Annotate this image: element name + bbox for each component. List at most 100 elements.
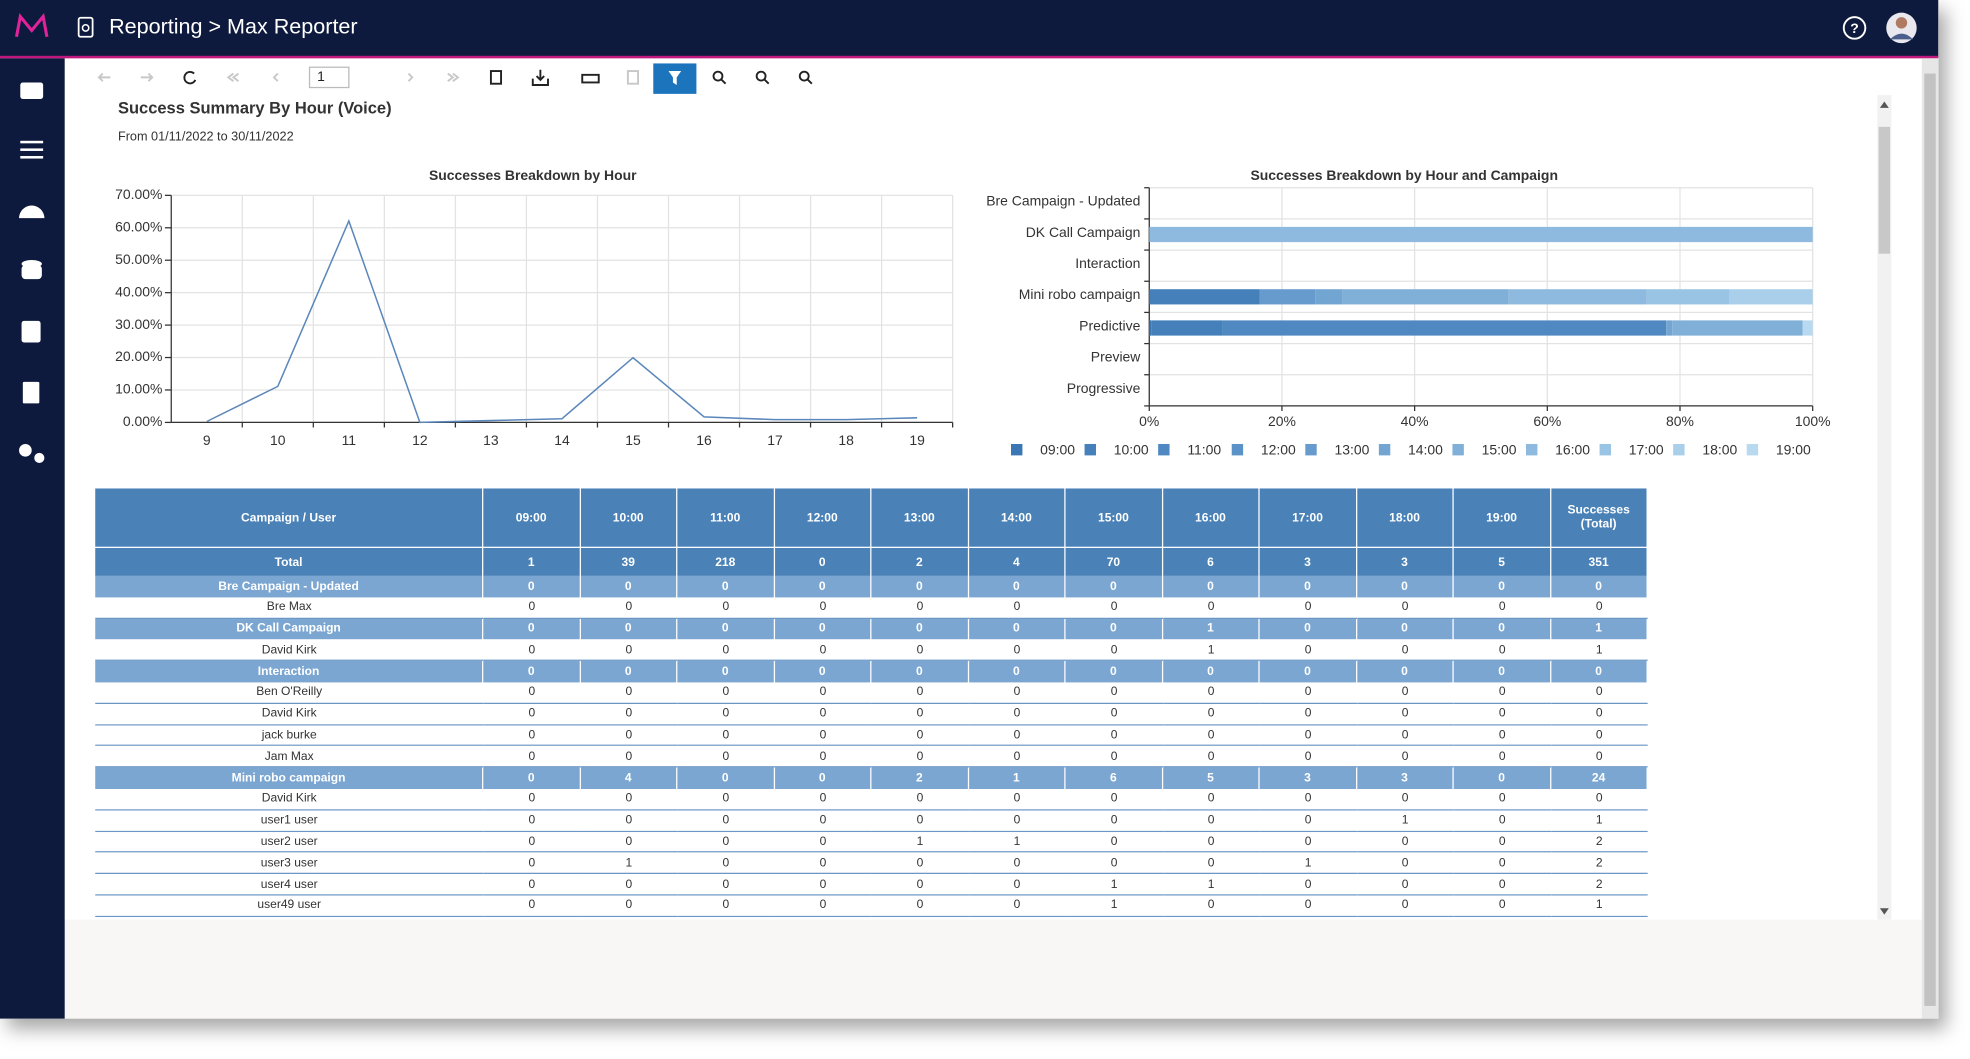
help-button[interactable] bbox=[1842, 16, 1867, 40]
cell-value: 0 bbox=[1065, 725, 1163, 747]
cell-value: 0 bbox=[1453, 852, 1551, 875]
scroll-up[interactable] bbox=[1879, 101, 1889, 108]
nav-reporting[interactable] bbox=[22, 381, 40, 404]
cell-value: 0 bbox=[483, 852, 581, 875]
report-scrollbar[interactable] bbox=[1877, 95, 1892, 920]
x-tick-label: 10 bbox=[270, 432, 286, 448]
btn-zoom-in[interactable] bbox=[712, 70, 724, 82]
btn-first[interactable] bbox=[226, 72, 240, 82]
nav-campaigns[interactable] bbox=[20, 82, 44, 99]
cell-value: 0 bbox=[483, 597, 581, 619]
cell-value: 0 bbox=[774, 725, 872, 747]
row-label: user3 user bbox=[95, 852, 484, 875]
btn-doc-disabled[interactable] bbox=[626, 70, 640, 85]
btn-print[interactable] bbox=[581, 73, 600, 84]
nav-admin-2 bbox=[34, 452, 45, 464]
cell-value: 4 bbox=[968, 547, 1065, 576]
y-tick-label: Progressive bbox=[1067, 380, 1141, 396]
cell-value: 0 bbox=[871, 789, 969, 811]
legend-label: 15:00 bbox=[1482, 442, 1517, 458]
row-label: Total bbox=[95, 547, 483, 576]
cell-value: 3 bbox=[1356, 767, 1453, 789]
legend-swatch bbox=[1526, 443, 1538, 456]
cell-value: 0 bbox=[1162, 661, 1259, 683]
cell-value: 70 bbox=[1065, 547, 1162, 576]
legend-swatch bbox=[1010, 443, 1023, 456]
x-tick-label: 17 bbox=[767, 432, 783, 448]
btn-forward[interactable] bbox=[140, 72, 154, 82]
window-scroll-thumb[interactable] bbox=[1924, 73, 1936, 1006]
cell-value: 0 bbox=[1259, 682, 1357, 704]
btn-back[interactable] bbox=[97, 72, 111, 82]
column-header: 17:00 bbox=[1259, 488, 1356, 547]
cell-value: 24 bbox=[1550, 767, 1647, 789]
cell-value: 0 bbox=[1259, 725, 1357, 747]
column-header: 09:00 bbox=[483, 488, 580, 547]
data-table: Campaign / User 09:00 10:00 11:00 12:00 13:00… bbox=[95, 488, 1648, 917]
x-tick-label: 13 bbox=[483, 432, 499, 448]
header-bar bbox=[0, 0, 1939, 58]
btn-last[interactable] bbox=[447, 72, 460, 82]
nav-dashboard[interactable] bbox=[19, 205, 45, 219]
btn-prev[interactable] bbox=[272, 72, 279, 82]
btn-export[interactable] bbox=[531, 69, 549, 86]
header-accent bbox=[0, 55, 1939, 59]
cell-value: 0 bbox=[677, 597, 775, 619]
cell-value: 0 bbox=[774, 810, 872, 832]
btn-page[interactable] bbox=[489, 70, 503, 85]
logo[interactable] bbox=[14, 12, 49, 38]
column-header: 13:00 bbox=[871, 488, 968, 547]
cell-value: 0 bbox=[774, 682, 872, 704]
cell-value: 0 bbox=[1453, 874, 1551, 896]
cell-value: 0 bbox=[483, 789, 581, 811]
cell-value: 0 bbox=[677, 874, 775, 896]
row-label: user49 user bbox=[95, 895, 484, 917]
chart-title: Successes Breakdown by Hour and Campaign bbox=[1250, 167, 1558, 183]
cell-value: 1 bbox=[1162, 639, 1260, 662]
cell-value: 3 bbox=[1356, 547, 1453, 576]
cell-value: 2 bbox=[871, 767, 968, 789]
x-tick-label: 15 bbox=[625, 432, 641, 448]
legend-label: 13:00 bbox=[1334, 442, 1369, 458]
cell-value: 0 bbox=[1550, 746, 1648, 768]
btn-refresh[interactable] bbox=[183, 71, 197, 85]
toolbar-disabled bbox=[97, 70, 640, 85]
legend-swatch bbox=[1746, 443, 1759, 456]
row-label: Jam Max bbox=[95, 746, 484, 768]
cell-value: 0 bbox=[774, 874, 872, 896]
cell-value: 0 bbox=[774, 703, 872, 726]
cell-value: 0 bbox=[1550, 575, 1647, 598]
cell-value: 0 bbox=[1453, 895, 1551, 917]
cell-value: 1 bbox=[1162, 874, 1260, 896]
bar-segment bbox=[1222, 320, 1667, 336]
cell-value: 0 bbox=[1356, 661, 1453, 683]
cell-value: 1 bbox=[1259, 852, 1357, 875]
nav-settings[interactable] bbox=[20, 140, 44, 144]
cell-value: 0 bbox=[483, 618, 580, 640]
cell-value: 0 bbox=[871, 639, 969, 662]
cell-value: 0 bbox=[1453, 703, 1551, 726]
btn-search[interactable] bbox=[798, 70, 810, 82]
nav-admin[interactable] bbox=[19, 443, 32, 457]
y-tick-label: 30.00% bbox=[115, 316, 162, 332]
cell-value: 0 bbox=[677, 767, 774, 789]
nav-search[interactable] bbox=[21, 320, 41, 343]
cell-value: 0 bbox=[968, 639, 1066, 662]
column-header: 19:00 bbox=[1453, 488, 1550, 547]
cell-value: 0 bbox=[580, 810, 678, 832]
scroll-down[interactable] bbox=[1879, 908, 1889, 915]
cell-value: 0 bbox=[580, 831, 678, 853]
cell-value: 0 bbox=[774, 547, 871, 576]
cell-value: 0 bbox=[1356, 831, 1454, 853]
y-tick-label: Interaction bbox=[1075, 255, 1140, 271]
cell-value: 1 bbox=[483, 547, 580, 576]
cell-value: 1 bbox=[1550, 810, 1648, 832]
report-scroll-thumb[interactable] bbox=[1878, 126, 1891, 254]
x-tick-label: 11 bbox=[342, 432, 357, 448]
bar-segment bbox=[1802, 320, 1813, 336]
btn-next[interactable] bbox=[407, 72, 414, 82]
btn-zoom-out[interactable] bbox=[755, 70, 767, 82]
cell-value: 0 bbox=[1259, 789, 1357, 811]
legend-swatch bbox=[1378, 443, 1391, 456]
page-input[interactable] bbox=[308, 66, 350, 89]
